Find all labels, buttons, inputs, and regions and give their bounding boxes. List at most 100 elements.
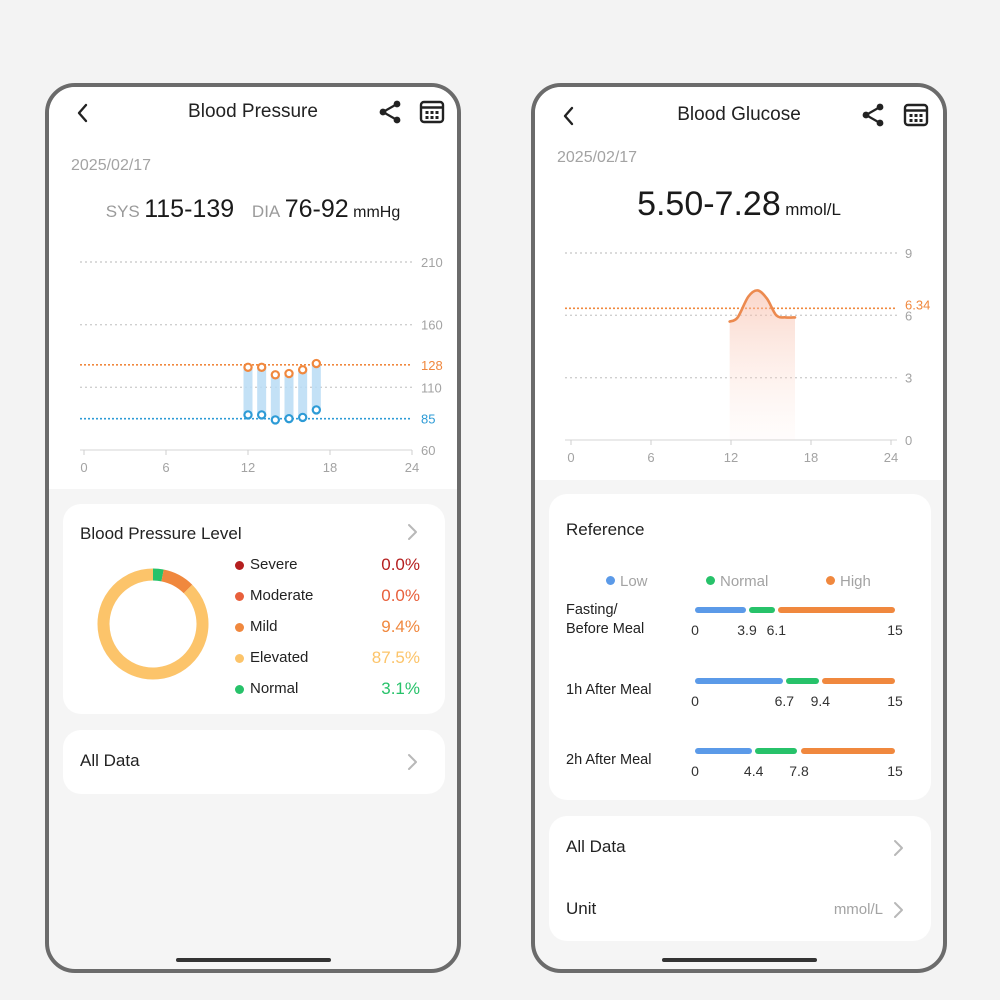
level-value: 9.4% [381, 617, 420, 636]
header-panel [49, 87, 457, 489]
dia-point [270, 415, 281, 425]
bp-range-bar [243, 367, 253, 415]
bp-level-row: Mild 9.4% [235, 617, 420, 638]
level-dot [235, 623, 244, 632]
bp-chart: 210 160 110 60 0 6 12 18 24 128 85 [80, 255, 443, 475]
home-indicator[interactable] [176, 958, 331, 962]
share-icon[interactable] [860, 102, 886, 128]
page-title: Blood Glucose [677, 104, 801, 125]
reference-tick-label: 15 [887, 622, 903, 638]
chevron-right-icon[interactable] [892, 900, 904, 920]
reference-row: 2h After Meal 0 4.4 7.8 15 [549, 728, 931, 788]
all-data-label: All Data [80, 751, 140, 770]
x-tick-label: 0 [567, 450, 574, 465]
donut-segment [161, 569, 193, 594]
back-chevron-icon[interactable] [73, 101, 93, 125]
level-value: 3.1% [381, 679, 420, 698]
sys-point [297, 365, 308, 375]
level-dot [235, 685, 244, 694]
dia-point [284, 413, 294, 424]
home-indicator[interactable] [662, 958, 817, 962]
level-name: Mild [250, 618, 278, 635]
level-value: 0.0% [381, 555, 420, 574]
x-tick-label: 6 [162, 460, 169, 475]
reference-row: 1h After Meal 0 6.7 9.4 15 [549, 658, 931, 718]
reference-bar-segment [785, 678, 819, 684]
reference-title: Reference [566, 520, 645, 539]
reference-tick-label: 15 [887, 693, 903, 709]
reference-row-label: 2h After Meal [566, 752, 652, 768]
legend-label: High [840, 573, 871, 590]
level-name: Elevated [250, 649, 309, 666]
bp-readout: SYS 115-139 DIA 76-92 mmHg [49, 195, 457, 224]
bp-range-bar [298, 369, 308, 418]
share-icon[interactable] [377, 99, 403, 125]
dia-point [311, 405, 322, 415]
unit-row-value: mmol/L [833, 901, 883, 918]
level-dot [235, 592, 244, 601]
level-dot [235, 561, 244, 570]
all-data-row[interactable]: All Data [63, 730, 445, 794]
legend-item: Normal [706, 573, 768, 590]
chevron-right-icon[interactable] [892, 838, 904, 858]
reference-tick-label: 9.4 [810, 693, 831, 709]
bp-level-card[interactable]: Blood Pressure Level Severe 0.0% Moderate 0… [63, 504, 445, 714]
legend-dot [706, 576, 715, 585]
reference-bar-segment [755, 748, 798, 754]
unit-label: mmol/L [785, 200, 841, 219]
calendar-icon[interactable] [419, 99, 445, 125]
reference-line-label: 6.34 [905, 297, 930, 312]
reference-bar-segment [800, 748, 895, 754]
all-data-label: All Data [566, 837, 626, 856]
sys-point [311, 358, 322, 369]
legend-label: Low [620, 573, 648, 590]
bp-range-bar [257, 367, 267, 415]
bp-range-bar [284, 373, 294, 419]
level-name: Moderate [250, 587, 314, 604]
sys-value: 115-139 [144, 195, 235, 223]
legend-item: High [826, 573, 871, 590]
all-data-row[interactable]: All Data [549, 816, 931, 878]
x-tick-label: 24 [884, 450, 898, 465]
x-tick-label: 6 [647, 450, 654, 465]
reference-tick-label: 0 [691, 763, 699, 779]
legend-item: Low [606, 573, 648, 590]
chevron-right-icon[interactable] [406, 752, 418, 772]
level-dot [235, 654, 244, 663]
bp-level-row: Normal 3.1% [235, 679, 420, 700]
reference-tick-label: 0 [691, 622, 699, 638]
reference-line-label: 85 [421, 412, 435, 427]
reference-bar-segment [695, 748, 753, 754]
reference-bar-segment [777, 607, 895, 613]
x-tick-label: 12 [724, 450, 738, 465]
level-name: Normal [250, 680, 299, 697]
bp-range-bar [311, 363, 321, 410]
reference-bar-segment [695, 607, 746, 613]
chevron-right-icon[interactable] [406, 522, 418, 542]
sys-point [256, 362, 267, 372]
reference-tick-label: 15 [887, 763, 903, 779]
reference-tick-label: 6.1 [766, 622, 787, 638]
dia-label: DIA [251, 202, 281, 221]
y-tick-label: 3 [905, 371, 912, 386]
reference-tick-label: 7.8 [789, 763, 809, 779]
dia-value: 76-92 [284, 195, 349, 223]
glucose-line [728, 289, 797, 323]
reference-row-label: Fasting/Before Meal [566, 602, 645, 637]
date-label: 2025/02/17 [71, 157, 152, 174]
x-tick-label: 0 [80, 460, 87, 475]
y-tick-label: 60 [421, 443, 435, 458]
y-tick-label: 210 [421, 255, 443, 270]
unit-row[interactable]: Unit mmol/L [549, 878, 931, 940]
legend-dot [606, 576, 615, 585]
dia-point [297, 412, 308, 423]
y-tick-label: 160 [421, 318, 443, 333]
calendar-icon[interactable] [903, 102, 929, 128]
bp-level-title: Blood Pressure Level [80, 524, 242, 543]
reference-card: Reference Low Normal High Fasting/Before M… [549, 494, 931, 800]
x-tick-label: 24 [405, 460, 419, 475]
dia-point [256, 410, 267, 420]
level-name: Severe [250, 556, 298, 573]
reference-tick-label: 3.9 [737, 622, 757, 638]
back-chevron-icon[interactable] [559, 104, 579, 128]
